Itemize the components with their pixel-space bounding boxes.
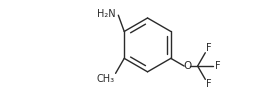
Text: H₂N: H₂N — [97, 9, 115, 19]
Text: O: O — [183, 61, 191, 71]
Text: CH₃: CH₃ — [97, 74, 115, 84]
Text: F: F — [206, 43, 212, 53]
Text: F: F — [215, 61, 221, 71]
Text: F: F — [206, 79, 212, 89]
